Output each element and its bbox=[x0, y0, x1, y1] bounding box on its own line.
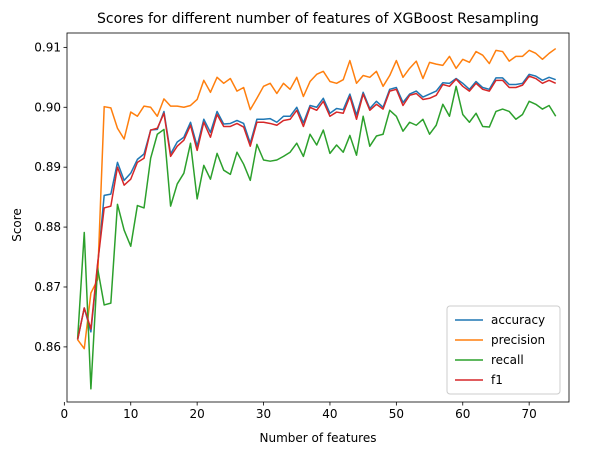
x-tick-label: 0 bbox=[61, 407, 69, 421]
series-line-precision bbox=[77, 47, 557, 350]
legend-box bbox=[446, 305, 561, 395]
chart-title: Scores for different number of features … bbox=[97, 11, 539, 27]
y-tick-label: 0.88 bbox=[34, 220, 61, 234]
plot-area bbox=[76, 47, 557, 390]
x-tick-label: 30 bbox=[256, 407, 271, 421]
legend: accuracy precision recall f1 bbox=[446, 305, 561, 395]
series-line-accuracy bbox=[76, 73, 556, 340]
y-axis-label: Score bbox=[10, 208, 24, 242]
x-tick-label: 10 bbox=[123, 407, 138, 421]
y-tick-label: 0.87 bbox=[34, 280, 61, 294]
x-tick-label: 60 bbox=[455, 407, 470, 421]
legend-label-recall: recall bbox=[491, 353, 524, 367]
series-line-f1 bbox=[76, 75, 557, 340]
y-tick-label: 0.89 bbox=[34, 160, 61, 174]
x-tick-label: 20 bbox=[190, 407, 205, 421]
plot-frame bbox=[66, 32, 570, 403]
legend-label-precision: precision bbox=[491, 333, 545, 347]
x-axis-label: Number of features bbox=[260, 431, 377, 445]
legend-label-f1: f1 bbox=[491, 373, 503, 387]
x-tick-label: 40 bbox=[322, 407, 337, 421]
y-tick-label: 0.90 bbox=[34, 100, 61, 114]
x-tick-label: 50 bbox=[389, 407, 404, 421]
axes: 0 10 20 30 40 50 60 70 0.86 0.87 0.88 0.89 0.90 0.91 bbox=[34, 32, 570, 421]
series-line-recall bbox=[76, 85, 557, 390]
y-tick-label: 0.91 bbox=[34, 40, 61, 54]
legend-label-accuracy: accuracy bbox=[491, 313, 545, 327]
y-tick-label: 0.86 bbox=[34, 340, 61, 354]
x-tick-label: 70 bbox=[522, 407, 537, 421]
